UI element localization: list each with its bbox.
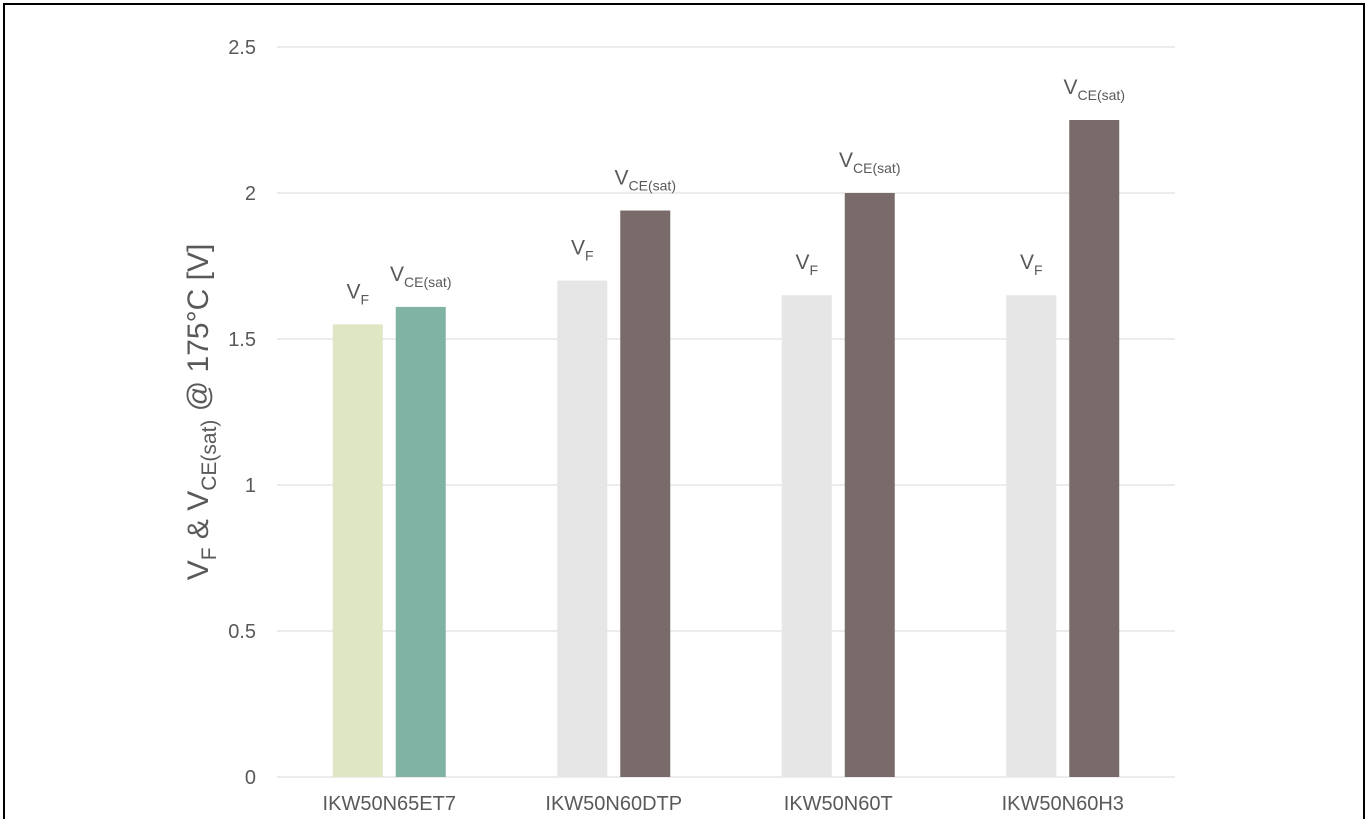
bar-label: VF — [1020, 251, 1043, 278]
bar-label: VF — [571, 237, 594, 264]
chart-frame — [3, 3, 1365, 819]
y-tick-label: 2 — [245, 183, 256, 205]
x-category-label: IKW50N60H3 — [1002, 793, 1124, 815]
bar — [844, 193, 895, 777]
bar — [395, 306, 446, 777]
y-tick-label: 2.5 — [228, 37, 256, 59]
y-axis-title-part: @ 175°C [V] — [182, 244, 215, 420]
x-axis-categories: IKW50N65ET7 IKW50N60DTP IKW50N60T IKW50N60H… — [323, 793, 1124, 815]
y-tick-label: 0.5 — [228, 621, 256, 643]
y-tick-label: 1 — [245, 475, 256, 497]
y-tick-label: 1.5 — [228, 329, 256, 351]
y-axis-title-part: F — [198, 547, 221, 560]
y-axis-ticks: 0 0.5 1 1.5 2 2.5 — [228, 37, 256, 789]
bar — [332, 324, 383, 777]
y-axis-title-part: CE(sat) — [198, 420, 221, 491]
bar-label: VF — [346, 280, 369, 307]
bar-label: VCE(sat) — [1064, 76, 1125, 103]
bar-label: VF — [795, 251, 818, 278]
bar-labels: VF VCE(sat) VF VCE(sat) VF VCE(sat) VF VCE(sat) — [346, 76, 1125, 307]
bar — [557, 280, 608, 777]
bar — [781, 295, 832, 777]
bar-label: VCE(sat) — [390, 263, 451, 290]
x-category-label: IKW50N60DTP — [545, 793, 682, 815]
y-axis-title-part: & V — [182, 491, 215, 548]
bar — [1006, 295, 1057, 777]
y-tick-label: 0 — [245, 767, 256, 789]
x-category-label: IKW50N65ET7 — [323, 793, 456, 815]
y-axis-title-part: V — [182, 560, 215, 580]
y-axis-title: VF & VCE(sat) @ 175°C [V] — [182, 244, 221, 581]
bar-label: VCE(sat) — [615, 167, 676, 194]
x-category-label: IKW50N60T — [784, 793, 893, 815]
bar-label: VCE(sat) — [839, 149, 900, 176]
bar — [620, 210, 671, 777]
bar — [1069, 120, 1120, 777]
bars — [332, 120, 1120, 777]
